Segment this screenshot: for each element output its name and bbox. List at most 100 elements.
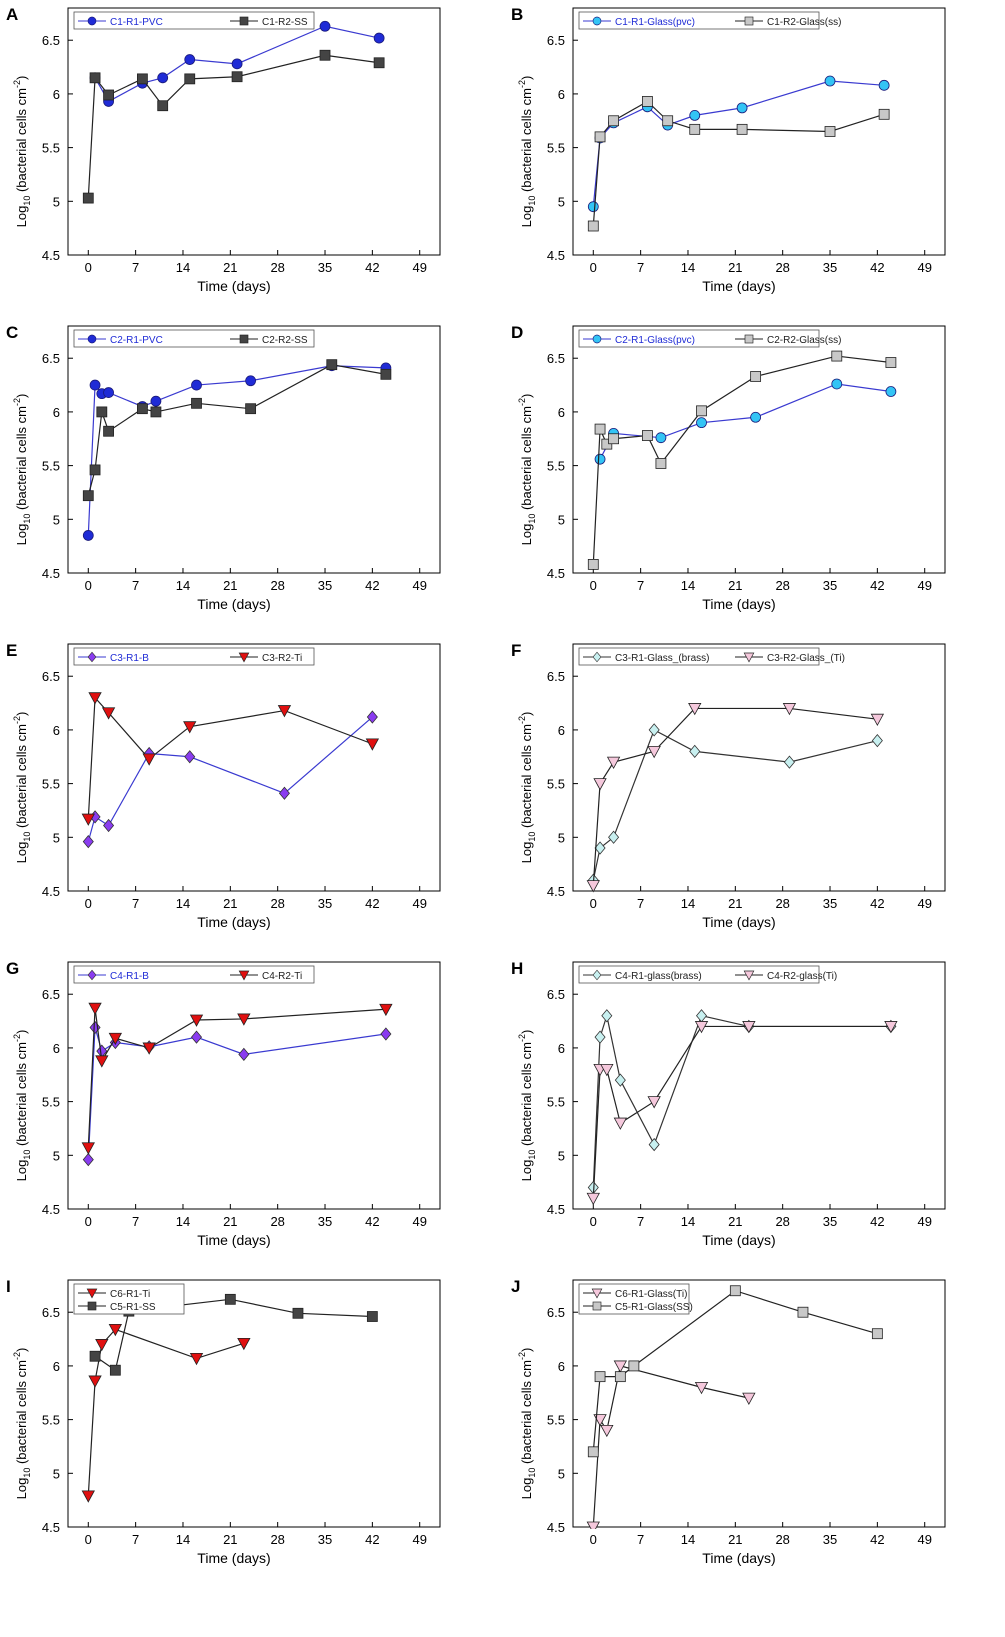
legend-marker — [592, 651, 602, 663]
y-tick-label: 5.5 — [547, 459, 565, 474]
panel-letter: E — [6, 641, 17, 660]
legend-box — [73, 965, 315, 984]
legend-label: C2-R1-PVC — [110, 335, 163, 346]
y-tick-label: 5 — [53, 194, 60, 209]
data-point — [689, 744, 701, 759]
data-point — [237, 1013, 251, 1026]
plot-frame — [67, 643, 441, 892]
x-axis-label: Time (days) — [702, 1550, 775, 1566]
legend-marker — [239, 334, 249, 344]
x-tick-label: 21 — [223, 578, 237, 593]
series-C4-R1-glass(brass) — [587, 1009, 897, 1195]
x-tick-label: 14 — [176, 896, 190, 911]
y-axis-label: Log10 (bacterial cells cm-2) — [12, 394, 32, 546]
legend-marker — [744, 334, 754, 344]
series-line — [592, 1025, 891, 1199]
x-tick-label: 35 — [318, 1214, 332, 1229]
legend-label: C4-R2-glass(Ti) — [767, 971, 837, 982]
legend-box — [73, 647, 315, 666]
x-tick-label: 7 — [637, 1214, 644, 1229]
chart-panel-g: G 0 7 14 21 28 35 42 49 4.5 5 5.5 6 6.5 Time (days) Log… — [0, 954, 500, 1279]
data-point — [613, 1117, 628, 1130]
x-tick-label: 0 — [590, 260, 597, 275]
x-tick-label: 42 — [365, 578, 379, 593]
legend-marker — [87, 334, 97, 344]
series-C3-R1-Glass_(brass) — [587, 723, 883, 887]
chart-panel-a: A 0 7 14 21 28 35 42 49 4.5 5 5.5 6 6.5 Time (days) Log… — [0, 0, 500, 325]
series-C4-R1-B — [82, 1020, 392, 1167]
data-point — [587, 201, 599, 213]
data-point — [614, 1073, 626, 1087]
panel-letter: D — [511, 323, 523, 342]
series-line — [592, 1365, 749, 1528]
y-tick-label: 4.5 — [547, 248, 565, 263]
data-point — [89, 379, 101, 391]
data-point — [696, 417, 707, 429]
x-tick-label: 49 — [412, 1214, 426, 1229]
chart-svg-a: A 0 7 14 21 28 35 42 49 4.5 5 5.5 6 6.5 Time (days) Log… — [6, 5, 441, 294]
y-tick-label: 6.5 — [42, 33, 60, 48]
data-point — [89, 1350, 101, 1362]
data-point — [278, 786, 290, 800]
chart-panel-c: C 0 7 14 21 28 35 42 49 4.5 5 5.5 6 6.5 Time (days) Log… — [0, 318, 500, 643]
x-tick-label: 42 — [870, 578, 884, 593]
series-line — [592, 355, 891, 565]
x-tick-label: 7 — [132, 896, 139, 911]
chart-svg-f: F 0 7 14 21 28 35 42 49 4.5 5 5.5 6 6.5 Time (days) Log… — [511, 641, 946, 930]
data-point — [694, 1381, 709, 1395]
data-point — [96, 406, 108, 418]
data-point — [614, 1371, 626, 1383]
legend-marker — [592, 16, 602, 26]
data-point — [587, 559, 599, 570]
data-point — [224, 1293, 236, 1305]
x-tick-label: 14 — [681, 1532, 695, 1547]
data-point — [647, 745, 661, 759]
y-axis-label: Log10 (bacterial cells cm-2) — [12, 1030, 32, 1182]
x-tick-label: 21 — [728, 1532, 742, 1547]
data-point — [245, 403, 257, 415]
data-point — [824, 126, 836, 137]
data-point — [750, 371, 762, 382]
x-axis-label: Time (days) — [197, 914, 270, 930]
x-tick-label: 42 — [365, 1214, 379, 1229]
y-tick-label: 5.5 — [547, 777, 565, 792]
series-C3-R2-Ti — [81, 692, 380, 826]
data-point — [89, 72, 101, 84]
y-tick-label: 5 — [558, 512, 565, 527]
y-axis-label: Log10 (bacterial cells cm-2) — [517, 712, 537, 864]
series-line — [87, 696, 373, 820]
x-tick-label: 28 — [270, 1532, 284, 1547]
x-axis-label: Time (days) — [702, 596, 775, 612]
x-tick-label: 28 — [775, 1214, 789, 1229]
data-point — [81, 1490, 95, 1503]
y-tick-label: 5 — [53, 1466, 60, 1481]
data-point — [82, 192, 94, 204]
series-line — [87, 365, 386, 536]
x-tick-label: 49 — [917, 1532, 931, 1547]
x-tick-label: 49 — [412, 1532, 426, 1547]
x-tick-label: 7 — [132, 578, 139, 593]
y-tick-label: 4.5 — [42, 566, 60, 581]
y-tick-label: 6.5 — [42, 1305, 60, 1320]
data-point — [797, 1306, 809, 1318]
data-point — [81, 813, 95, 826]
data-point — [366, 710, 378, 724]
data-point — [150, 395, 162, 407]
data-point — [586, 1521, 600, 1529]
data-point — [150, 406, 162, 418]
data-point — [736, 102, 748, 114]
x-tick-label: 35 — [823, 578, 837, 593]
data-point — [101, 707, 116, 720]
legend-marker — [743, 652, 755, 663]
plot-frame — [572, 961, 946, 1210]
y-tick-label: 5.5 — [42, 777, 60, 792]
legend: C2-R1-Glass(pvc) C2-R2-Glass(ss) — [578, 329, 841, 348]
legend-box — [578, 329, 820, 348]
plot-frame — [67, 961, 441, 1210]
chart-svg-h: H 0 7 14 21 28 35 42 49 4.5 5 5.5 6 6.5 Time (days) Log… — [511, 959, 946, 1248]
legend: C3-R1-B C3-R2-Ti — [73, 647, 315, 666]
data-point — [373, 32, 385, 44]
x-tick-label: 28 — [775, 1532, 789, 1547]
x-tick-label: 0 — [590, 1214, 597, 1229]
x-tick-label: 28 — [270, 260, 284, 275]
